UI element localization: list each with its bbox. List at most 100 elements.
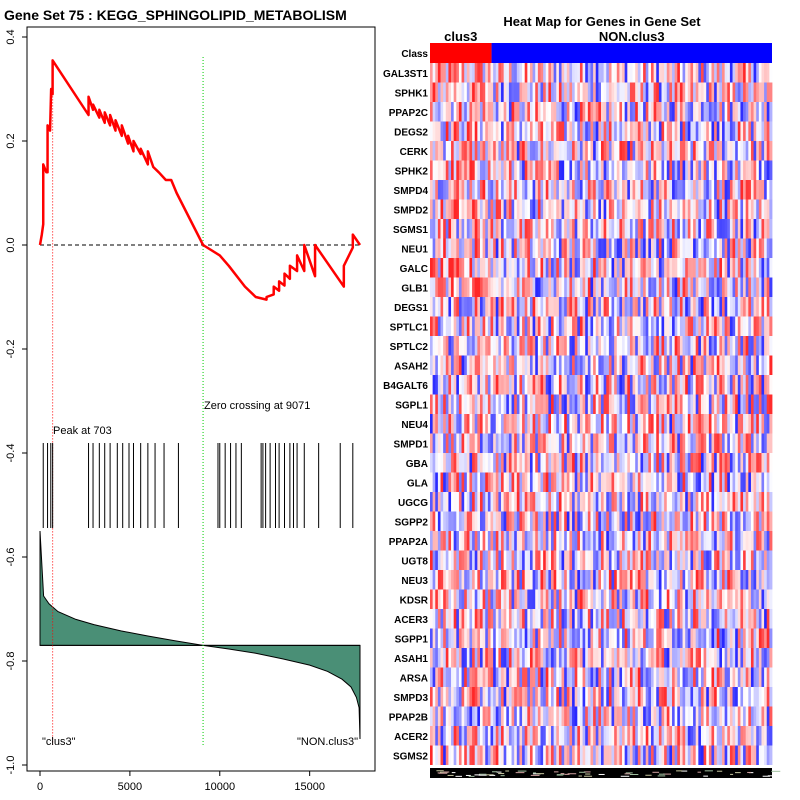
heatmap-cell <box>511 336 515 356</box>
heatmap-cell <box>545 511 549 531</box>
heatmap-cell <box>716 82 720 102</box>
heatmap-cell <box>522 63 526 83</box>
heatmap-cell <box>437 492 441 512</box>
heatmap-cell <box>569 238 573 258</box>
heatmap-cell <box>448 511 452 531</box>
heatmap-cell <box>430 550 434 570</box>
heatmap-cell <box>522 531 526 551</box>
heatmap-cell <box>656 297 660 317</box>
heatmap-cell <box>735 511 739 531</box>
heatmap-cell <box>479 628 484 648</box>
heatmap-cell <box>566 199 570 219</box>
heatmap-cell <box>572 258 576 278</box>
heatmap-cell <box>443 550 447 570</box>
heatmap-cell <box>493 687 497 707</box>
heatmap-cell <box>593 726 597 746</box>
heatmap-cell <box>466 726 470 746</box>
heatmap-cell <box>532 160 536 180</box>
heatmap-cell <box>758 648 762 668</box>
heatmap-cell <box>766 433 770 453</box>
heatmap-cell <box>579 511 583 531</box>
heatmap-cell <box>453 550 457 570</box>
heatmap-cell <box>577 238 581 258</box>
heatmap-cell <box>566 726 570 746</box>
heatmap-cell <box>537 433 541 453</box>
heatmap-cell <box>540 199 544 219</box>
heatmap-cell <box>706 336 710 356</box>
heatmap-cell <box>456 687 460 707</box>
heatmap-cell <box>735 180 739 200</box>
heatmap-cell <box>627 745 631 765</box>
heatmap-cell <box>700 589 704 609</box>
heatmap-cell <box>637 570 641 590</box>
heatmap-cell <box>453 63 457 83</box>
heatmap-cell <box>619 433 623 453</box>
heatmap-cell <box>693 160 697 180</box>
heatmap-cell <box>529 726 533 746</box>
heatmap-cell <box>698 550 702 570</box>
heatmap-cell <box>679 453 683 473</box>
heatmap-cell <box>756 667 760 687</box>
heatmap-cell <box>677 687 681 707</box>
heatmap-cell <box>472 102 476 122</box>
heatmap-cell <box>458 433 462 453</box>
heatmap-cell <box>603 726 607 746</box>
heatmap-cell <box>745 355 749 375</box>
heatmap-cell <box>750 63 754 83</box>
heatmap-cell <box>682 433 686 453</box>
heatmap-cell <box>693 238 697 258</box>
heatmap-cell <box>700 121 704 141</box>
heatmap-cell <box>656 375 660 395</box>
heatmap-cell <box>558 414 562 434</box>
heatmap-cell <box>666 531 670 551</box>
heatmap-cell <box>643 121 647 141</box>
heatmap-cell <box>669 180 673 200</box>
heatmap-cell <box>561 258 565 278</box>
heatmap-cell <box>477 531 481 551</box>
heatmap-cell <box>735 297 739 317</box>
heatmap-cell <box>566 180 570 200</box>
heatmap-cell <box>564 394 568 414</box>
heatmap-cell <box>664 667 668 687</box>
heatmap-cell <box>748 238 752 258</box>
heatmap-cell <box>740 63 744 83</box>
heatmap-cell <box>748 589 752 609</box>
heatmap-cell <box>687 648 691 668</box>
heatmap-cell <box>724 550 728 570</box>
heatmap-cell <box>753 316 757 336</box>
heatmap-cell <box>606 258 610 278</box>
heatmap-cell <box>574 609 578 629</box>
heatmap-cell <box>679 745 683 765</box>
heatmap-cell <box>474 355 478 375</box>
heatmap-cell <box>627 570 631 590</box>
heatmap-cell <box>727 550 731 570</box>
heatmap-cell <box>666 511 670 531</box>
heatmap-cell <box>608 316 612 336</box>
heatmap-cell <box>430 453 434 473</box>
heatmap-cell <box>603 570 607 590</box>
heatmap-cell <box>666 82 670 102</box>
heatmap-cell <box>585 648 589 668</box>
heatmap-cell <box>716 336 720 356</box>
heatmap-cell <box>469 180 473 200</box>
heatmap-cell <box>753 550 757 570</box>
heatmap-cell <box>485 628 489 648</box>
heatmap-cell <box>598 82 602 102</box>
heatmap-cell <box>674 687 678 707</box>
heatmap-cell <box>766 706 770 726</box>
heatmap-cell <box>535 726 539 746</box>
heatmap-cell <box>606 297 610 317</box>
heatmap-cell <box>632 121 636 141</box>
gene-label: SMPD3 <box>394 693 429 704</box>
heatmap-cell <box>443 511 447 531</box>
heatmap-cell <box>703 726 707 746</box>
heatmap-cell <box>601 745 605 765</box>
heatmap-cell <box>598 355 602 375</box>
footer-strip-mark <box>500 775 505 777</box>
heatmap-cell <box>687 570 691 590</box>
heatmap-cell <box>735 492 739 512</box>
heatmap-cell <box>485 199 489 219</box>
heatmap-cell <box>724 589 728 609</box>
heatmap-cell <box>522 570 526 590</box>
heatmap-cell <box>566 511 570 531</box>
